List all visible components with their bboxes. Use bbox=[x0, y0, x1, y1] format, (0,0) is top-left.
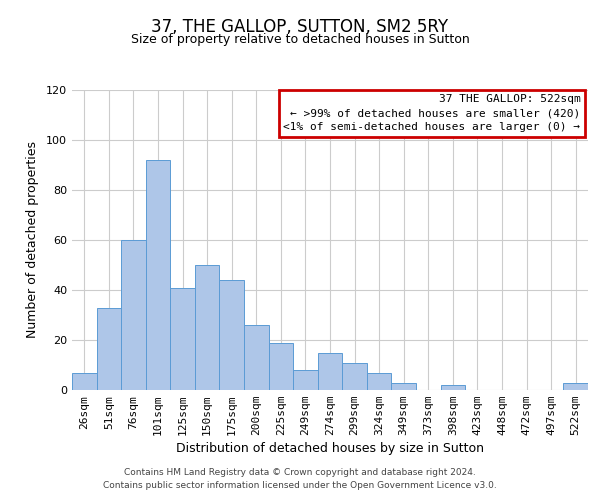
Bar bbox=[367, 372, 391, 390]
Bar bbox=[220, 280, 244, 390]
Bar bbox=[440, 385, 465, 390]
Bar bbox=[269, 342, 293, 390]
Bar bbox=[391, 382, 416, 390]
Bar bbox=[342, 362, 367, 390]
Bar bbox=[293, 370, 318, 390]
Text: Contains public sector information licensed under the Open Government Licence v3: Contains public sector information licen… bbox=[103, 480, 497, 490]
Text: Size of property relative to detached houses in Sutton: Size of property relative to detached ho… bbox=[131, 32, 469, 46]
Bar bbox=[195, 265, 220, 390]
Bar bbox=[121, 240, 146, 390]
Bar bbox=[244, 325, 269, 390]
Bar bbox=[318, 352, 342, 390]
Text: 37 THE GALLOP: 522sqm
← >99% of detached houses are smaller (420)
<1% of semi-de: 37 THE GALLOP: 522sqm ← >99% of detached… bbox=[283, 94, 580, 132]
Bar bbox=[146, 160, 170, 390]
Bar bbox=[97, 308, 121, 390]
Bar bbox=[563, 382, 588, 390]
Text: 37, THE GALLOP, SUTTON, SM2 5RY: 37, THE GALLOP, SUTTON, SM2 5RY bbox=[151, 18, 449, 36]
Y-axis label: Number of detached properties: Number of detached properties bbox=[26, 142, 39, 338]
Bar bbox=[72, 372, 97, 390]
Text: Contains HM Land Registry data © Crown copyright and database right 2024.: Contains HM Land Registry data © Crown c… bbox=[124, 468, 476, 477]
X-axis label: Distribution of detached houses by size in Sutton: Distribution of detached houses by size … bbox=[176, 442, 484, 456]
Bar bbox=[170, 288, 195, 390]
